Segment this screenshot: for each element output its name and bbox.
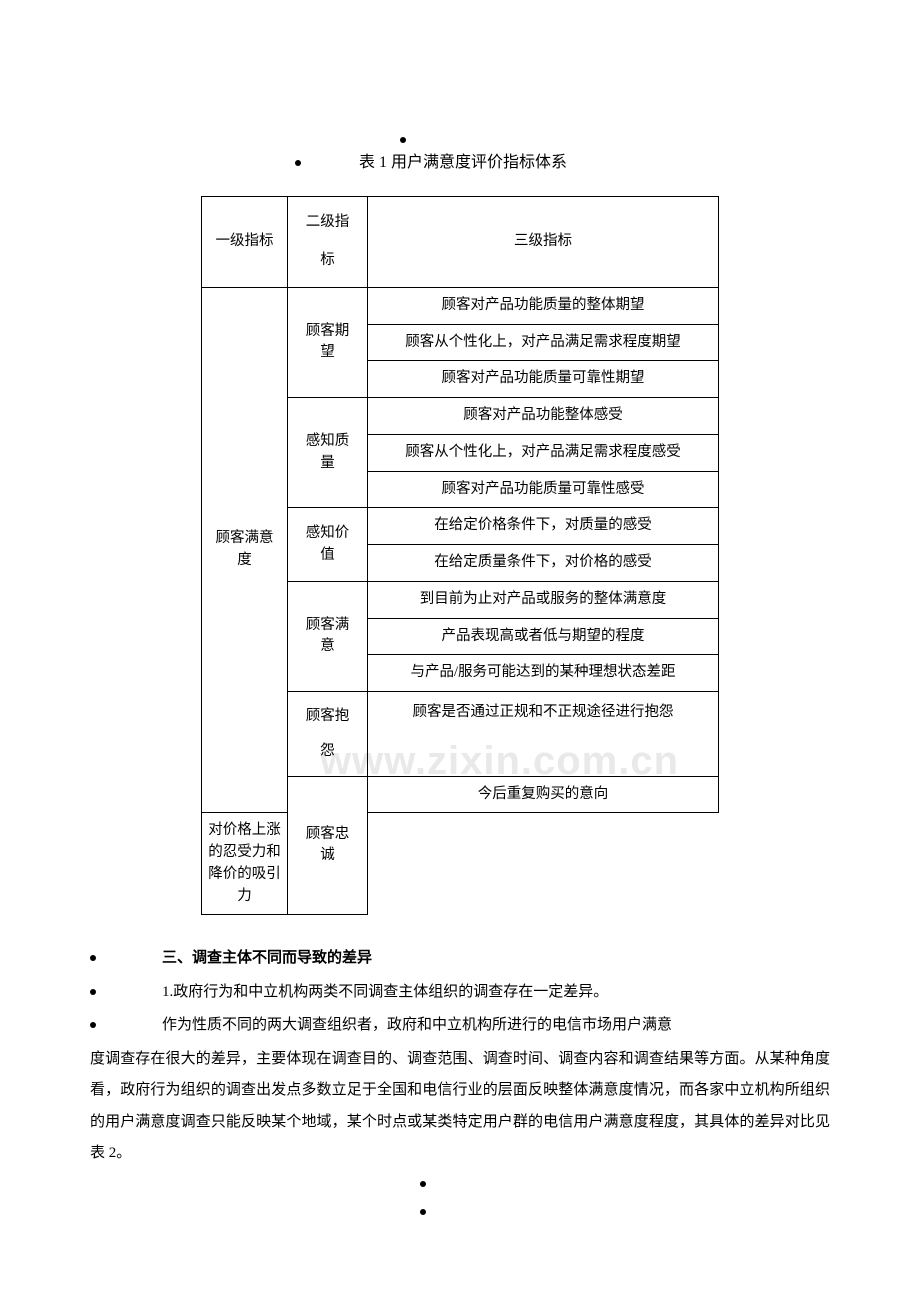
header-level1: 一级指标	[202, 197, 288, 287]
table-caption-row: 表 1 用户满意度评价指标体系	[90, 148, 830, 178]
cell-level3: 顾客对产品功能质量可靠性感受	[368, 471, 719, 508]
cell-level2: 感知质量	[288, 398, 368, 508]
cell-level3: 今后重复购买的意向	[368, 776, 719, 813]
section-heading: 三、调查主体不同而导致的差异	[114, 943, 372, 975]
bullet-icon	[295, 160, 301, 166]
paragraph-1: 1.政府行为和中立机构两类不同调查主体组织的调查存在一定差异。	[114, 977, 608, 1009]
bullet-icon	[90, 955, 96, 961]
cell-level2: 感知价值	[288, 508, 368, 582]
cell-level2: 顾客抱怨	[288, 692, 368, 777]
table-caption: 表 1 用户满意度评价指标体系	[359, 148, 567, 178]
table-header-row: 一级指标 二级指标 三级指标	[202, 197, 719, 287]
cell-level3: 顾客对产品功能质量可靠性期望	[368, 361, 719, 398]
cell-level2: 顾客期望	[288, 287, 368, 397]
paragraph-2-row: 作为性质不同的两大调查组织者，政府和中立机构所进行的电信市场用户满意	[90, 1010, 830, 1042]
header-level3: 三级指标	[368, 197, 719, 287]
blank-bullet-3	[420, 1198, 830, 1226]
cell-level2: 顾客忠诚	[288, 776, 368, 915]
paragraph-1-row: 1.政府行为和中立机构两类不同调查主体组织的调查存在一定差异。	[90, 977, 830, 1009]
cell-level2: 顾客满意	[288, 581, 368, 691]
cell-level3: 顾客是否通过正规和不正规途径进行抱怨	[368, 692, 719, 777]
cell-level3: 到目前为止对产品或服务的整体满意度	[368, 581, 719, 618]
header-level2: 二级指标	[288, 197, 368, 287]
cell-level3: 顾客对产品功能整体感受	[368, 398, 719, 435]
cell-level3: 产品表现高或者低与期望的程度	[368, 618, 719, 655]
cell-level3: 对价格上涨的忍受力和降价的吸引力	[202, 813, 288, 915]
cell-level3: 在给定质量条件下，对价格的感受	[368, 545, 719, 582]
indicator-table: 一级指标 二级指标 三级指标 顾客满意度 顾客期望 顾客对产品功能质量的整体期望…	[201, 196, 719, 915]
blank-bullet-1	[90, 120, 830, 148]
bullet-icon	[90, 989, 96, 995]
table-row: 对价格上涨的忍受力和降价的吸引力	[202, 813, 719, 915]
cell-level1: 顾客满意度	[202, 287, 288, 813]
cell-level3: 顾客从个性化上，对产品满足需求程度期望	[368, 324, 719, 361]
paragraph-2-body: 度调查存在很大的差异，主要体现在调查目的、调查范围、调查时间、调查内容和调查结果…	[90, 1044, 830, 1170]
cell-level3: 顾客对产品功能质量的整体期望	[368, 287, 719, 324]
cell-level3: 在给定价格条件下，对质量的感受	[368, 508, 719, 545]
bullet-icon	[90, 1022, 96, 1028]
cell-level3: 顾客从个性化上，对产品满足需求程度感受	[368, 434, 719, 471]
paragraph-2-lead: 作为性质不同的两大调查组织者，政府和中立机构所进行的电信市场用户满意	[114, 1010, 830, 1042]
table-row: 顾客满意度 顾客期望 顾客对产品功能质量的整体期望	[202, 287, 719, 324]
cell-level3: 与产品/服务可能达到的某种理想状态差距	[368, 655, 719, 692]
section-heading-row: 三、调查主体不同而导致的差异	[90, 943, 830, 975]
blank-bullet-2	[420, 1170, 830, 1198]
